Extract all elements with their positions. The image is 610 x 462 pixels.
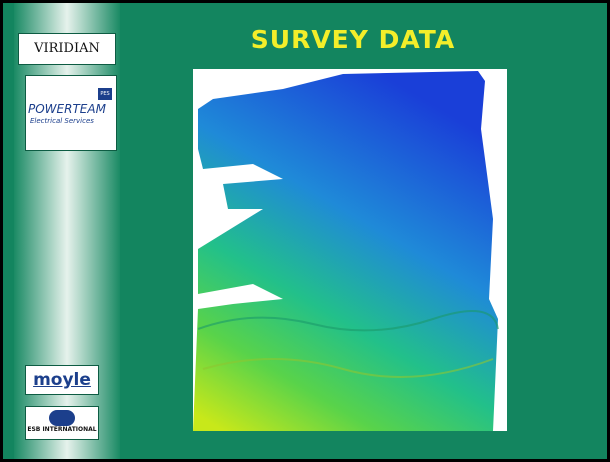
logo-text: moyle: [33, 370, 91, 390]
logo-text: VIRIDIAN: [34, 41, 100, 56]
logo-subtitle: Electrical Services: [30, 117, 94, 125]
survey-image: [193, 69, 507, 431]
contour: [197, 310, 499, 332]
logo-text: ESB INTERNATIONAL: [27, 426, 97, 433]
survey-surface: [193, 71, 498, 431]
slide: VIRIDIAN PES POWERTEAM Electrical Servic…: [3, 3, 607, 459]
esb-logo: ESB INTERNATIONAL: [25, 406, 99, 440]
contour: [202, 358, 494, 378]
logo-badge: PES: [98, 88, 112, 100]
logo-text: POWERTEAM: [28, 102, 106, 116]
moyle-logo: moyle: [25, 365, 99, 395]
logo-icon: [49, 410, 75, 426]
powerteam-logo: PES POWERTEAM Electrical Services: [25, 75, 117, 151]
slide-title: SURVEY DATA: [250, 25, 456, 54]
viridian-logo: VIRIDIAN: [18, 33, 116, 65]
